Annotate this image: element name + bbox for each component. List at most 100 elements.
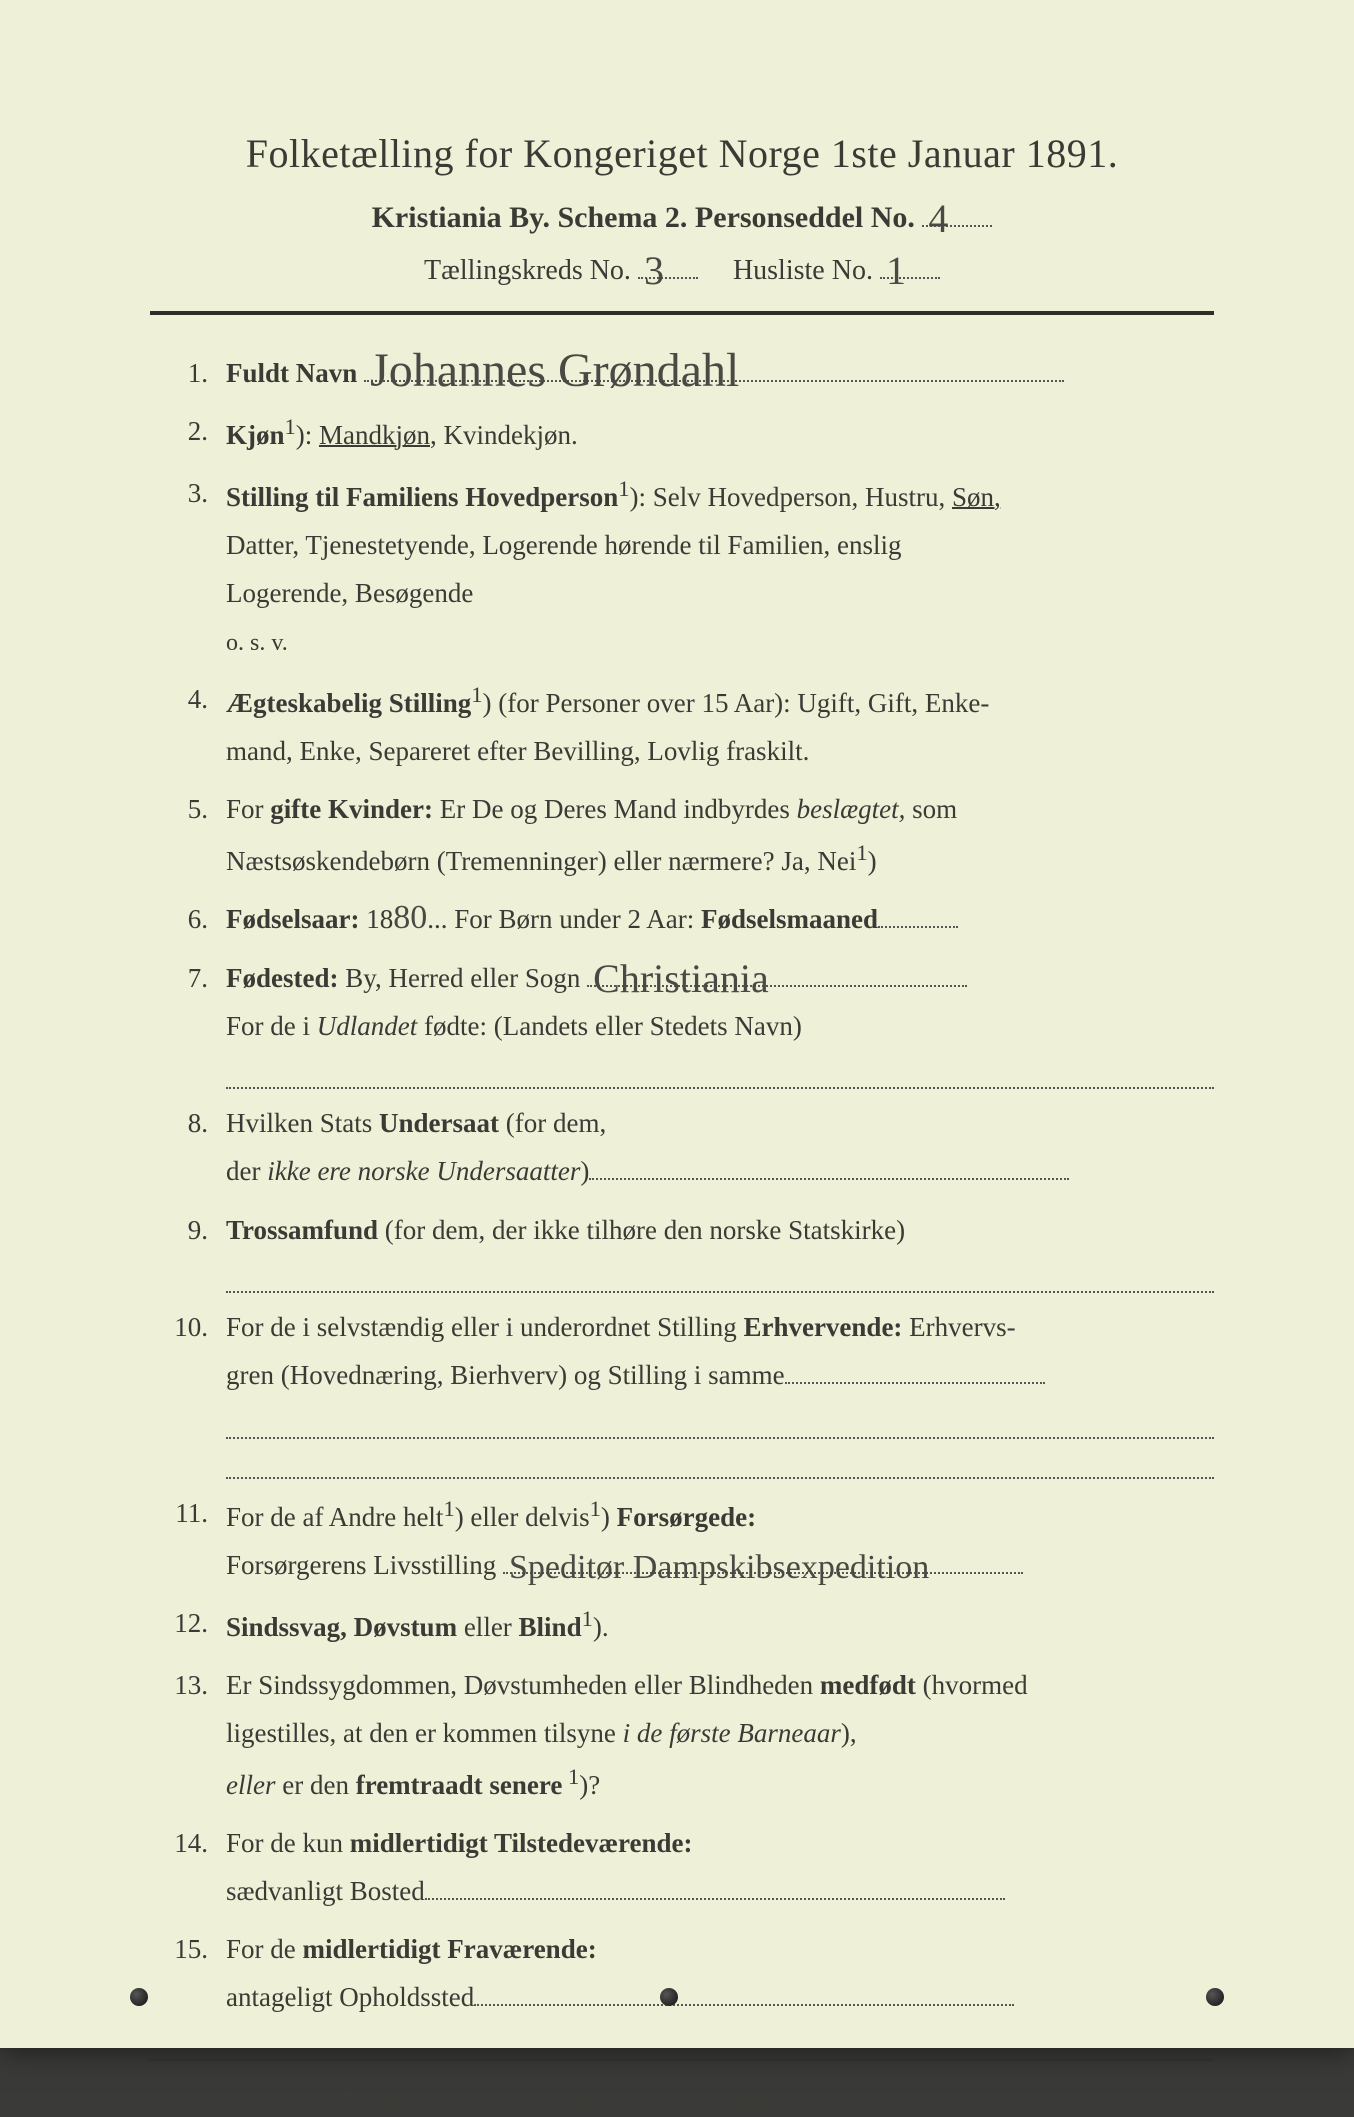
item-num: 14. xyxy=(150,1819,226,1915)
citizen-field xyxy=(589,1151,1069,1180)
husliste-label: Husliste No. xyxy=(733,255,873,286)
after: ) (for Personer over 15 Aar): Ugift, Gif… xyxy=(483,688,990,718)
label: medfødt xyxy=(820,1670,916,1700)
item-num: 7. xyxy=(150,954,226,1090)
husliste-field: 1 xyxy=(880,249,940,279)
bottom-rule xyxy=(150,2058,1214,2061)
birthplace-value: Christiania xyxy=(593,967,769,991)
whereabouts-field xyxy=(474,1977,1014,2006)
pre: Er Sindssygdommen, Døvstumheden eller Bl… xyxy=(226,1670,820,1700)
item-body: Ægteskabelig Stilling1) (for Personer ov… xyxy=(226,675,1214,775)
items-list: 1. Fuldt Navn Johannes Grøndahl 2. Kjøn1… xyxy=(150,349,1214,2022)
label2: Blind xyxy=(519,1612,582,1642)
year-prefix: 18 xyxy=(359,904,393,934)
name-field: Johannes Grøndahl xyxy=(364,353,1064,382)
item-body: Kjøn1): Mandkjøn, Kvindekjøn. xyxy=(226,407,1214,459)
after: eller xyxy=(457,1612,518,1642)
census-form-page: Folketælling for Kongeriget Norge 1ste J… xyxy=(0,0,1354,2048)
cont2bold: fremtraadt senere xyxy=(356,1770,563,1800)
label: Ægteskabelig Stilling xyxy=(226,688,471,718)
pre: For de i selvstændig eller i underordnet… xyxy=(226,1312,743,1342)
cont1: mand, Enke, Separeret efter Bevilling, L… xyxy=(226,736,809,766)
cont1: sædvanligt Bosted xyxy=(226,1876,425,1906)
item-num: 1. xyxy=(150,349,226,397)
item-num: 6. xyxy=(150,895,226,943)
footnote-sup: 1 xyxy=(347,2085,359,2106)
cont3: o. s. v. xyxy=(226,630,288,656)
ital: beslægtet, xyxy=(797,794,906,824)
cont2ital: eller xyxy=(226,1770,275,1800)
residence-field xyxy=(425,1871,1005,1900)
cont1ital: Udlandet xyxy=(317,1011,418,1041)
main-title: Folketælling for Kongeriget Norge 1ste J… xyxy=(150,130,1214,177)
item-12: 12. Sindssvag, Døvstum eller Blind1). xyxy=(150,1599,1214,1651)
cont1ital: i de første Barneaar xyxy=(623,1718,841,1748)
after: Er De og Deres Mand indbyrdes xyxy=(433,794,797,824)
pre: For de kun xyxy=(226,1828,350,1858)
personseddel-no-field: 4 xyxy=(922,195,992,227)
tallingskreds-field: 3 xyxy=(638,249,698,279)
after: Erhvervs- xyxy=(902,1312,1015,1342)
item-body: For de i selvstændig eller i underordnet… xyxy=(226,1303,1214,1479)
after: (for dem, xyxy=(499,1108,606,1138)
item-body: Stilling til Familiens Hovedperson1): Se… xyxy=(226,469,1214,665)
label: Trossamfund xyxy=(226,1215,378,1245)
item-num: 8. xyxy=(150,1099,226,1195)
cont1: Næstsøskendebørn (Tremenninger) eller næ… xyxy=(226,846,856,876)
abroad-field xyxy=(226,1050,1214,1090)
after: ) xyxy=(601,1502,617,1532)
provider-value: Speditør Dampskibsexpedition xyxy=(509,1558,929,1578)
item-num: 10. xyxy=(150,1303,226,1479)
cont1ital: ikke ere norske Undersaatter xyxy=(267,1156,580,1186)
after: For Børn under 2 Aar: xyxy=(447,904,700,934)
sup2: 1 xyxy=(590,1496,601,1521)
item-body: For de af Andre helt1) eller delvis1) Fo… xyxy=(226,1489,1214,1589)
label: Fødested: xyxy=(226,963,338,993)
item-8: 8. Hvilken Stats Undersaat (for dem, der… xyxy=(150,1099,1214,1195)
cont1b: ), xyxy=(841,1718,857,1748)
cont2a: er den xyxy=(275,1770,355,1800)
label: Fuldt Navn xyxy=(226,358,357,388)
item-num: 13. xyxy=(150,1661,226,1809)
label: Undersaat xyxy=(379,1108,499,1138)
item-num: 12. xyxy=(150,1599,226,1651)
tallingskreds-value: 3 xyxy=(644,259,664,283)
label: midlertidigt Fraværende: xyxy=(303,1934,597,1964)
item-num: 4. xyxy=(150,675,226,775)
pre: For xyxy=(226,794,270,824)
item-num: 11. xyxy=(150,1489,226,1589)
top-rule xyxy=(150,311,1214,315)
pin-icon xyxy=(130,1988,148,2006)
husliste-value: 1 xyxy=(886,259,906,283)
options-rest: , Kvindekjøn. xyxy=(430,420,578,450)
sup: 1 xyxy=(582,1606,593,1631)
cont1a: For de i xyxy=(226,1011,317,1041)
provider-field: Speditør Dampskibsexpedition xyxy=(503,1545,1023,1574)
year-value: 80 xyxy=(393,908,427,928)
item-9: 9. Trossamfund (for dem, der ikke tilhør… xyxy=(150,1206,1214,1294)
item-num: 9. xyxy=(150,1206,226,1294)
item-body: Er Sindssygdommen, Døvstumheden eller Bl… xyxy=(226,1661,1214,1809)
supafter: ). xyxy=(593,1612,609,1642)
label: Sindssvag, Døvstum xyxy=(226,1612,457,1642)
footnote-text: ) De for hvert Tilfælde passende Ord und… xyxy=(360,2089,1017,2116)
sup-end-after: ) xyxy=(868,846,877,876)
item-num: 15. xyxy=(150,1925,226,2021)
item-7: 7. Fødested: By, Herred eller Sogn Chris… xyxy=(150,954,1214,1090)
sup: 1 xyxy=(618,476,629,501)
bold2: Fødselsmaaned xyxy=(701,904,878,934)
personseddel-no-value: 4 xyxy=(928,207,948,231)
item-4: 4. Ægteskabelig Stilling1) (for Personer… xyxy=(150,675,1214,775)
cont2after: )? xyxy=(579,1770,600,1800)
item-body: Fødselsaar: 1880... For Børn under 2 Aar… xyxy=(226,895,1214,943)
pre: For de af Andre helt xyxy=(226,1502,443,1532)
tallingskreds-label: Tællingskreds No. xyxy=(424,255,631,286)
mid: ) eller delvis xyxy=(455,1502,590,1532)
footnote: 1) De for hvert Tilfælde passende Ord un… xyxy=(150,2085,1214,2117)
birthplace-field: Christiania xyxy=(587,958,967,987)
label: Stilling til Familiens Hovedperson xyxy=(226,482,618,512)
after: ): Selv Hovedperson, Hustru, xyxy=(630,482,952,512)
item-11: 11. For de af Andre helt1) eller delvis1… xyxy=(150,1489,1214,1589)
cont2sup: 1 xyxy=(562,1764,579,1789)
sup: 1 xyxy=(471,682,482,707)
